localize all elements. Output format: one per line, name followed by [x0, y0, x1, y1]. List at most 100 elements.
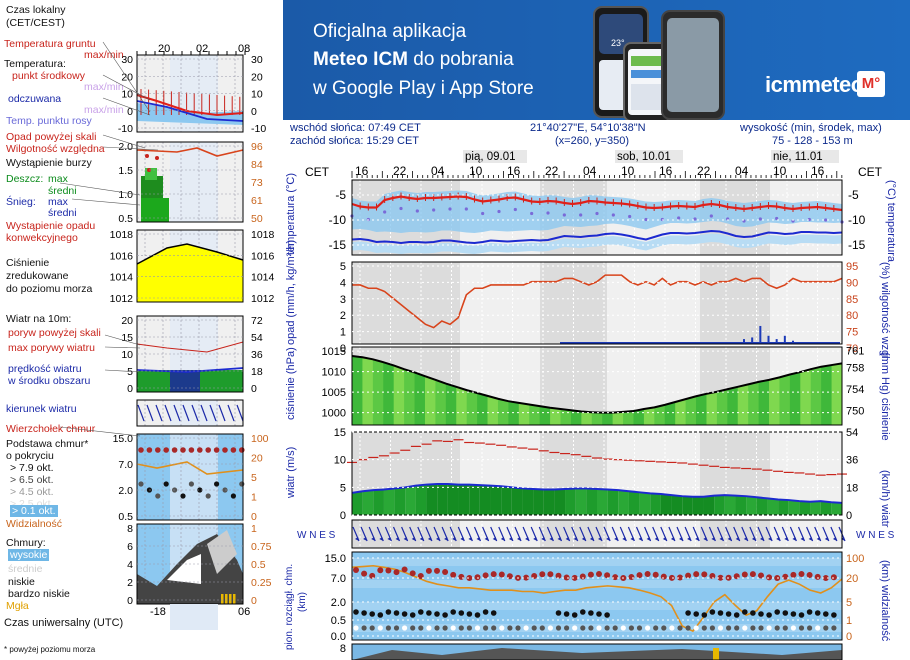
legend-dew: Temp. punktu rosy: [6, 115, 92, 127]
legend-mid-point: punkt środkowy: [12, 70, 85, 82]
lw-tick-left: 10: [121, 349, 133, 361]
wind-arrow-head: [630, 537, 635, 541]
lc-tick-right: 100: [251, 433, 269, 445]
cloud-top-dot: [579, 573, 586, 580]
cloud-stripe: [352, 580, 842, 588]
cloud-top-dot: [798, 571, 805, 578]
cet-right: CET: [858, 165, 883, 179]
wind-area: [628, 491, 640, 515]
cloud-top-dot: [790, 571, 797, 578]
cloud-top-dot: [677, 574, 683, 581]
vis-tick-right: 1: [846, 615, 852, 627]
wind-arrow-head: [379, 537, 384, 541]
cloud-base-dot: [353, 609, 359, 615]
wind-area: [660, 493, 672, 515]
humid-tick-right: 85: [846, 294, 858, 306]
pressure-area: [424, 376, 436, 425]
hour-tick-label: 16: [811, 164, 825, 178]
cloud-base-dot-low: [701, 625, 707, 631]
wind-arrow-head: [419, 537, 424, 541]
wind-area: [767, 498, 779, 515]
wind-arrow-head: [427, 537, 432, 541]
wind-area: [671, 495, 683, 515]
cloud-base-dot-low: [798, 625, 805, 631]
cloud-base-dot-low: [653, 625, 659, 631]
lpr-frame: [136, 141, 244, 223]
pressure-area: [821, 365, 833, 425]
wind-arrow-head: [606, 537, 611, 541]
temp-frame: [351, 179, 843, 256]
cloud-base-dot-low: [823, 625, 829, 631]
cloud-base-dot-low: [458, 625, 464, 631]
temp-tick-right: -5: [848, 188, 859, 202]
legend-local-tick: 02: [196, 43, 208, 55]
lc-top-dot: [155, 447, 161, 453]
temp-ylabel-left: temperatura (°C): [285, 173, 297, 255]
cloud-top-dot: [685, 572, 692, 579]
cloud-base-dot: [709, 609, 716, 615]
cloud-top-dot: [409, 570, 416, 577]
wind-area: [394, 487, 406, 515]
lpr-tick-left: 2.0: [118, 141, 133, 153]
hour-tick-label: 04: [583, 164, 597, 178]
cloud-base-dot-low: [807, 625, 813, 631]
wind-tick-right: 18: [846, 482, 858, 494]
pressure-area: [643, 407, 655, 425]
app-banner[interactable]: Oficjalna aplikacja Meteo ICM do pobrani…: [283, 0, 910, 120]
cloud-base-dot-low: [450, 625, 456, 631]
pressure-area: [456, 386, 468, 425]
hour-tick-label: 10: [773, 164, 787, 178]
lt-tick-left: 10: [121, 89, 133, 101]
cloud-base-dot-low: [564, 625, 570, 631]
lpr-tick-right: 50: [251, 213, 263, 225]
cloud-top-dot: [717, 574, 724, 581]
cloud-top-dot: [442, 569, 449, 575]
cloud-base-dot: [482, 609, 489, 615]
cloud-base-dot: [466, 611, 473, 617]
dew-dot: [448, 207, 452, 211]
wind-area: [373, 489, 384, 515]
lcl-tick-left: 6: [127, 541, 133, 553]
lw-gusts: [136, 341, 244, 353]
cloud-base-dot: [750, 610, 756, 616]
cloud-base-dot: [490, 610, 497, 616]
wind-ylabel-left: wiatr (m/s): [285, 447, 297, 499]
pressure-area: [518, 402, 530, 425]
cloud-base-dot-low: [385, 625, 391, 631]
legend-high: wysokie: [8, 549, 50, 561]
wind-arrow-head: [727, 537, 732, 541]
dew-dot: [709, 214, 713, 218]
wind-arrow-head: [670, 537, 675, 541]
cloud-top-dot: [498, 571, 505, 578]
wind-ylabel-right: (km/h) wiatr: [879, 470, 891, 528]
wind-area: [565, 488, 576, 515]
cloud-base-dot-low: [434, 625, 440, 631]
legend-snow: Śnieg:: [6, 196, 36, 208]
cloud-ylabel-right: (km) widzialność: [879, 560, 891, 642]
legend-local-tick: 08: [238, 43, 250, 55]
wind-arrow-head: [525, 537, 530, 541]
cloud-base-dot-low: [491, 625, 497, 631]
cloud-top-dot: [458, 573, 465, 580]
legend-utc-tick: -18: [150, 606, 166, 618]
pressure-area: [414, 372, 426, 425]
lc-top-dot: [222, 447, 228, 453]
cloud-base-dot-low: [636, 625, 643, 631]
cloud-base-dot: [742, 609, 748, 615]
cloud-base-dot-low: [734, 625, 740, 631]
cloud-base-dot-low: [831, 625, 837, 631]
lc-top-dot: [213, 447, 220, 453]
wind-area: [618, 490, 629, 515]
lw-tick-left: 0: [127, 383, 133, 395]
temp-tick-left: -15: [329, 238, 347, 252]
cloud-base-dot: [823, 611, 829, 617]
wind-area: [501, 486, 512, 515]
lcl-fog: [229, 594, 232, 604]
cloud-base-dot: [450, 609, 457, 615]
cloud-top-dot: [531, 572, 538, 579]
wind-arrow-head: [743, 537, 748, 541]
prec-night: [700, 262, 770, 344]
legend-leader-line: [102, 146, 159, 151]
wind-arrow-head: [800, 537, 805, 541]
storm-dot: [155, 156, 159, 160]
